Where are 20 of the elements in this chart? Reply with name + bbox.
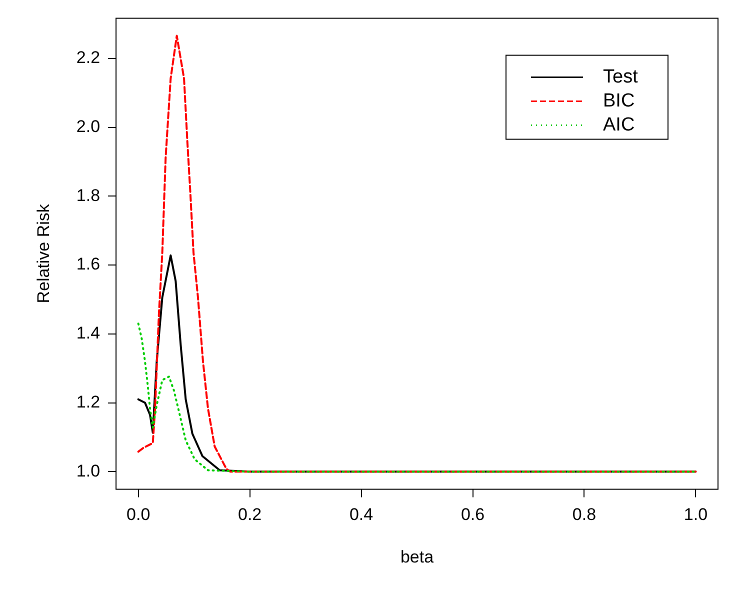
y-tick-label: 2.0 bbox=[76, 117, 100, 136]
x-tick-label: 0.6 bbox=[460, 505, 485, 524]
y-tick-label: 2.2 bbox=[76, 48, 100, 68]
y-tick-label: 1.4 bbox=[76, 324, 100, 343]
legend-label: BIC bbox=[603, 90, 635, 112]
x-tick-label: 1.0 bbox=[684, 505, 708, 524]
y-tick-label: 1.2 bbox=[76, 392, 100, 412]
x-tick-label: 0.4 bbox=[349, 505, 374, 524]
line-series bbox=[137, 34, 697, 473]
x-axis-title: beta bbox=[400, 547, 434, 566]
y-tick-label: 1.0 bbox=[76, 461, 100, 480]
line-series bbox=[137, 322, 697, 473]
legend-label: AIC bbox=[603, 114, 635, 136]
x-tick-label: 0.0 bbox=[126, 505, 150, 524]
x-tick-label: 0.2 bbox=[238, 505, 262, 524]
y-axis-title: Relative Risk bbox=[34, 204, 53, 304]
y-tick-label: 1.6 bbox=[76, 254, 100, 274]
y-tick-label: 1.8 bbox=[76, 186, 100, 205]
legend-label: Test bbox=[603, 66, 639, 88]
x-tick-label: 0.8 bbox=[572, 505, 596, 524]
